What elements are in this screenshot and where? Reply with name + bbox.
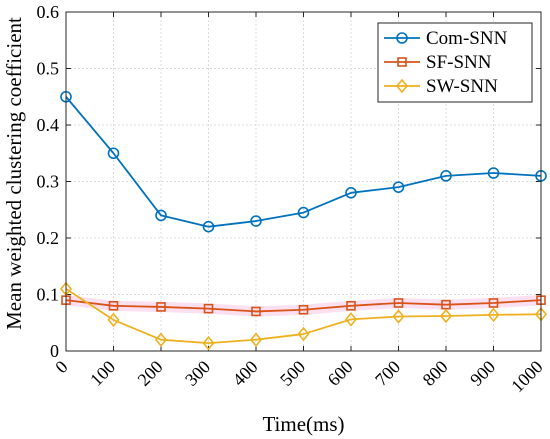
data-point [155, 209, 167, 222]
x-tick-label: 0 [51, 357, 72, 378]
legend-label: SW-SNN [426, 76, 498, 97]
series-line [65, 299, 542, 313]
data-point [297, 206, 310, 219]
x-axis-title: Time(ms) [262, 412, 344, 436]
y-tick-label: 0.1 [37, 285, 60, 305]
plot-frame [65, 11, 542, 352]
legend-label: Com-SNN [426, 28, 508, 49]
data-point [344, 312, 358, 327]
data-point [156, 302, 166, 312]
x-tick-label: 300 [181, 357, 214, 390]
data-point [441, 299, 451, 310]
x-tick-label: 500 [276, 357, 309, 390]
data-point [392, 309, 405, 324]
x-tick-label: 800 [419, 357, 452, 390]
data-point [203, 303, 214, 314]
x-tick-label: 900 [466, 357, 499, 390]
data-point [440, 170, 452, 182]
series-layer [59, 90, 548, 351]
data-point [202, 335, 215, 351]
data-point [251, 306, 261, 317]
legend-marker [396, 32, 408, 44]
data-point [107, 312, 120, 328]
y-tick-label: 0.3 [37, 172, 60, 192]
data-point [488, 298, 499, 308]
legend-item: SF-SNN [384, 52, 492, 73]
y-tick-label: 0 [50, 341, 59, 361]
data-point [154, 332, 168, 347]
data-point [439, 308, 453, 324]
data-point [297, 326, 310, 342]
legend-item: Com-SNN [384, 28, 508, 49]
series-sw-snn [59, 281, 548, 351]
y-tick-label: 0.5 [37, 59, 60, 79]
x-tick-label: 700 [371, 357, 404, 390]
x-tick-label: 200 [134, 357, 167, 390]
data-point [487, 307, 500, 323]
data-point [392, 181, 405, 193]
data-point [298, 304, 309, 315]
x-tick-label: 1000 [507, 357, 547, 397]
data-point [250, 215, 262, 227]
series-line [65, 96, 542, 228]
legend-item: SW-SNN [384, 76, 498, 97]
legend: Com-SNN SF-SNN SW-SNN [377, 22, 533, 103]
x-tick-labels: 0 100 200 300 400 500 600 700 800 900 1000 [51, 357, 547, 397]
y-tick-label: 0.2 [37, 228, 60, 248]
y-tick-label: 0.6 [37, 2, 60, 22]
legend-label: SF-SNN [426, 52, 492, 73]
data-point [346, 300, 356, 311]
x-tick-label: 600 [324, 357, 357, 390]
legend-marker [395, 78, 409, 94]
data-point [249, 332, 263, 347]
x-tick-label: 100 [86, 357, 119, 390]
data-point [202, 220, 215, 233]
data-point [345, 187, 357, 199]
data-point [107, 147, 120, 160]
y-axis-title: Mean weighted clustering coefficient [2, 17, 26, 330]
y-tick-label: 0.4 [37, 115, 60, 135]
legend-marker [397, 57, 407, 67]
data-point [393, 298, 404, 308]
series-com-snn [60, 90, 547, 233]
data-point [108, 300, 119, 311]
data-point [487, 167, 500, 179]
x-tick-label: 400 [229, 357, 262, 390]
series-line [65, 288, 542, 344]
y-tick-labels: 0 0.1 0.2 0.3 0.4 0.5 0.6 [37, 2, 60, 361]
